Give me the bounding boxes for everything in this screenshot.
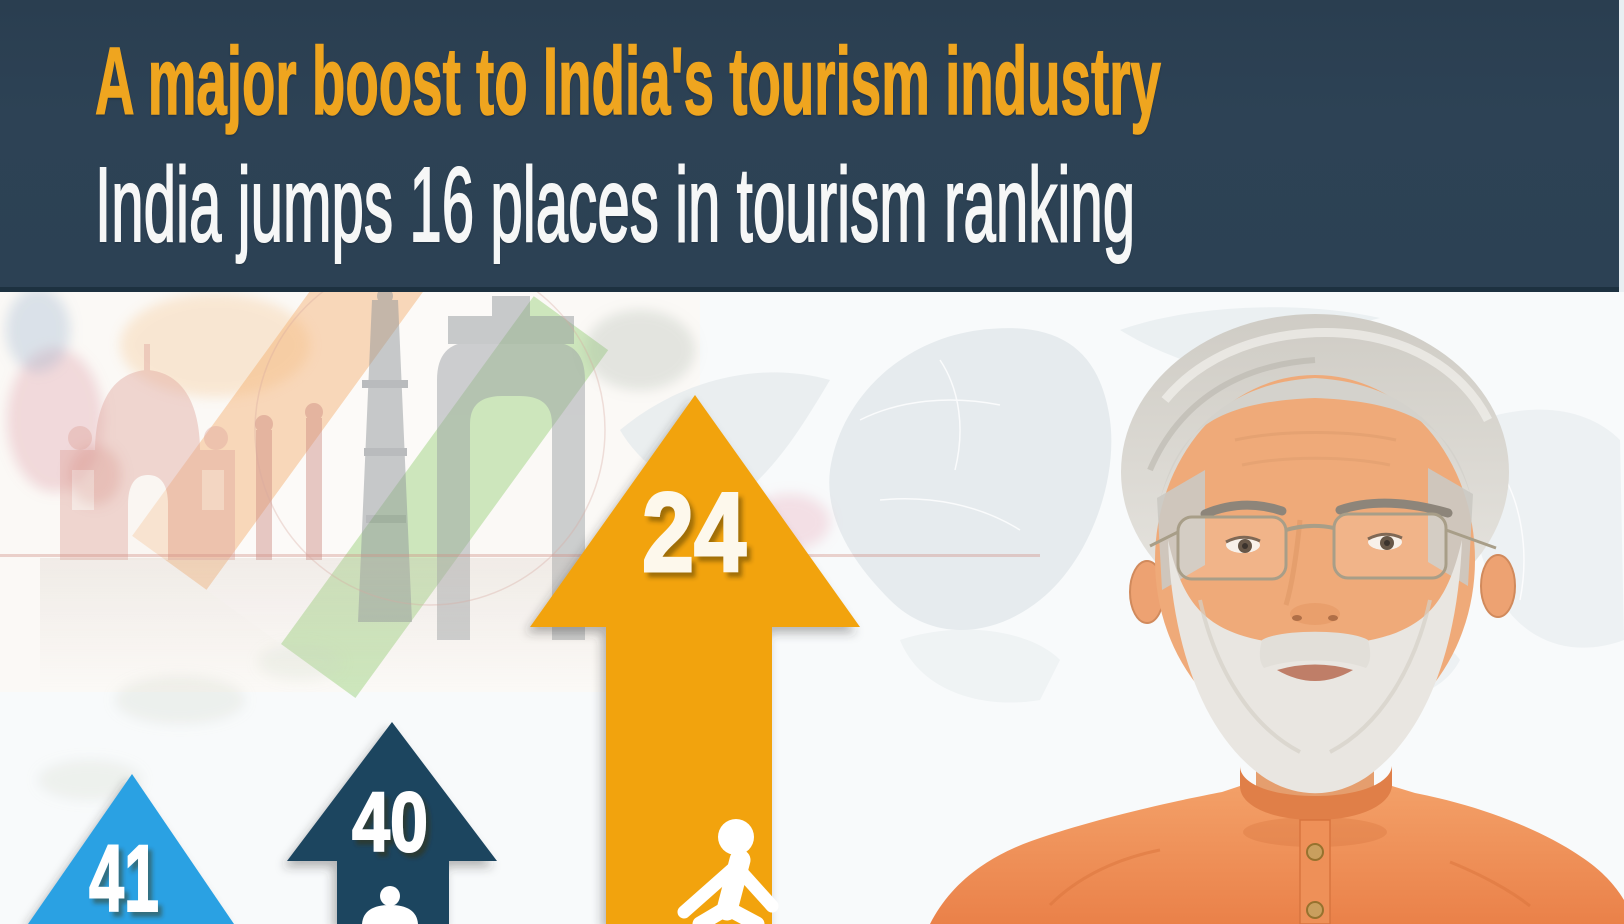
kurta-button <box>1306 901 1324 919</box>
header-right-edge <box>1619 0 1624 292</box>
taj-mahal-art <box>60 344 323 560</box>
temple-hair-right <box>1428 468 1473 586</box>
qutub-minar-art <box>358 292 412 622</box>
rank-40-label: 40 <box>352 775 428 869</box>
arrow-24-shape <box>530 395 860 924</box>
pm-portrait <box>930 314 1624 924</box>
arrow-40-shape <box>287 722 497 924</box>
kurta <box>930 786 1624 924</box>
rank-41-label: 41 <box>89 826 159 924</box>
mustache <box>1259 631 1371 668</box>
kurta-folds <box>1048 848 1531 908</box>
nose <box>1283 519 1303 606</box>
headline-line2: India jumps 16 places in tourism ranking <box>94 146 1136 264</box>
content-area: 41 40 24 <box>0 292 1624 924</box>
lips <box>1277 664 1353 681</box>
rank-arrow-40: 40 <box>287 722 497 924</box>
headline-line1: A major boost to India's tourism industr… <box>95 28 1162 135</box>
eyes <box>1225 532 1403 553</box>
rank-arrow-24: 24 <box>530 395 860 924</box>
eyebrow-left <box>1200 500 1287 519</box>
ear-right <box>1480 554 1516 618</box>
ground-line <box>0 554 1040 557</box>
arrow-41-shape <box>28 774 234 924</box>
seated-person-icon <box>362 886 418 924</box>
orange-glow <box>120 293 310 397</box>
reflection-wash <box>40 558 620 688</box>
headline-line1-wrap: A major boost to India's tourism industr… <box>95 28 1624 152</box>
kurta-button <box>1306 843 1324 861</box>
temple-hair-left <box>1157 470 1205 590</box>
eyebrow-right <box>1335 498 1453 518</box>
hairline <box>1160 378 1472 500</box>
kurta-collar <box>1240 766 1392 820</box>
decor-circle <box>254 292 606 606</box>
walking-person-icon <box>677 819 779 924</box>
headline-line2-wrap: India jumps 16 places in tourism ranking <box>94 146 1624 264</box>
header-banner: A major boost to India's tourism industr… <box>0 0 1624 292</box>
rank-24-label: 24 <box>642 470 746 595</box>
glasses-icon <box>1149 512 1497 581</box>
infographic-canvas: 41 40 24 <box>0 292 1624 924</box>
rank-arrow-41: 41 <box>28 774 234 924</box>
hair-highlight <box>1161 328 1493 423</box>
